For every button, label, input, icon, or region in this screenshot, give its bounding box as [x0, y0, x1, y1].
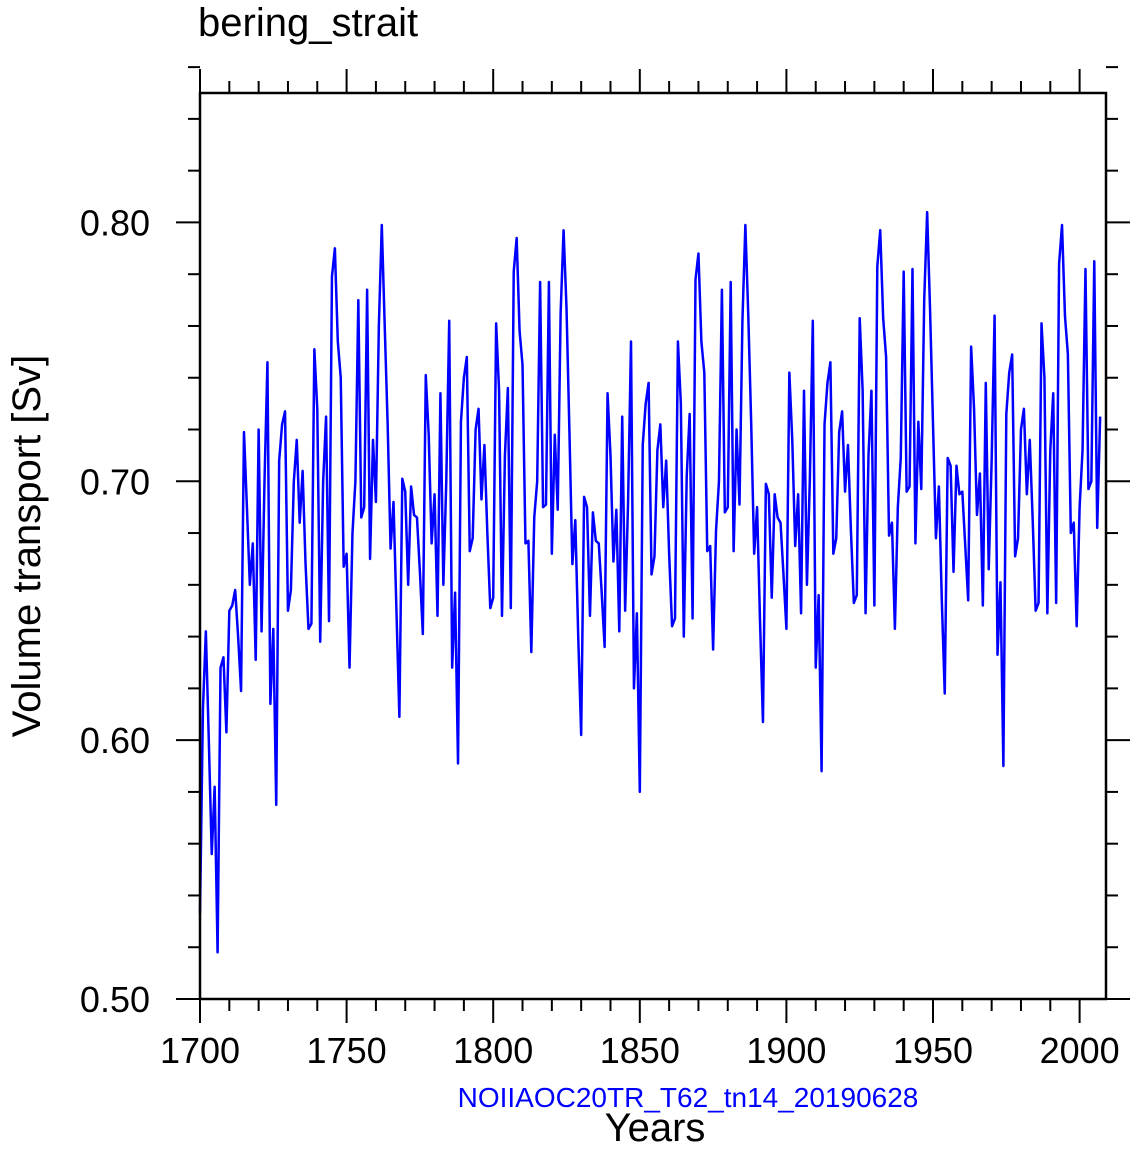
- y-tick-label: 0.70: [80, 461, 150, 502]
- x-tick-label: 1800: [453, 1030, 533, 1071]
- run-caption: NOIIAOC20TR_T62_tn14_20190628: [458, 1082, 919, 1113]
- x-tick-label: 1900: [746, 1030, 826, 1071]
- y-tick-label: 0.80: [80, 202, 150, 243]
- y-axis-label: Volume transport [Sv]: [5, 355, 49, 737]
- chart-title: bering_strait: [198, 1, 418, 45]
- x-tick-label: 1700: [160, 1030, 240, 1071]
- x-tick-label: 1950: [893, 1030, 973, 1071]
- x-tick-label: 2000: [1040, 1030, 1120, 1071]
- series-line: [198, 210, 1102, 954]
- y-tick-label: 0.60: [80, 720, 150, 761]
- x-tick-label: 1750: [307, 1030, 387, 1071]
- x-axis-label: Years: [605, 1106, 706, 1149]
- y-tick-label: 0.50: [80, 979, 150, 1020]
- axis-tick-labels: 1700 1750 1800 1850 1900 1950 2000 0.50 0.60 0.70…: [80, 202, 1120, 1071]
- plot-frame: [198, 91, 1108, 1001]
- x-tick-label: 1850: [600, 1030, 680, 1071]
- axis-ticks: [176, 66, 1130, 1023]
